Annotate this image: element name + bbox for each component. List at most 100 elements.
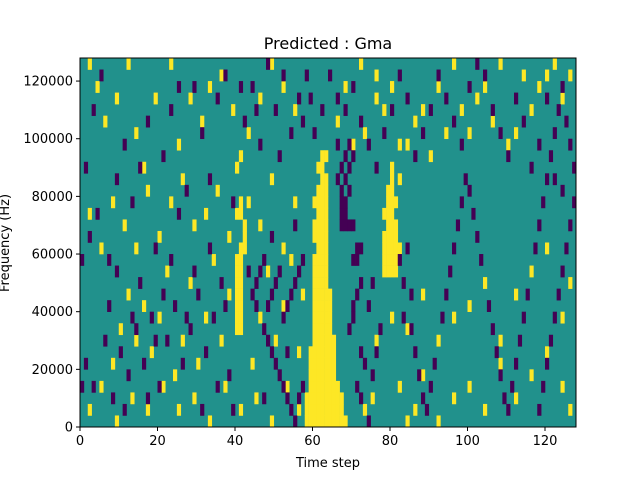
x-tick-label: 20 — [149, 434, 166, 449]
heatmap-cell-low — [269, 346, 275, 359]
heatmap-cell-high — [362, 403, 368, 416]
heatmap-cell-low — [475, 230, 480, 243]
heatmap-cell-high — [254, 392, 259, 405]
heatmap-cell-high — [328, 323, 333, 336]
heatmap-cell-high — [235, 265, 240, 278]
heatmap-cell-high — [328, 357, 333, 370]
heatmap-cell-high — [316, 230, 321, 243]
heatmap-cell-high — [258, 219, 263, 232]
heatmap-cell-high — [351, 138, 356, 151]
heatmap-cell-high — [382, 242, 387, 255]
heatmap-cell-high — [521, 69, 526, 82]
heatmap-cell-high — [250, 357, 255, 370]
heatmap-cell-high — [397, 242, 402, 255]
heatmap-cell-high — [498, 334, 503, 347]
heatmap-cell-high — [118, 323, 123, 336]
heatmap-cell-high — [452, 311, 457, 324]
y-axis-label: Frequency (Hz) — [0, 194, 13, 292]
heatmap-cell-low — [521, 311, 526, 324]
heatmap-cell-low — [552, 311, 557, 324]
heatmap-cell-high — [320, 300, 325, 312]
heatmap-cell-high — [161, 380, 166, 393]
y-tick-label: 100000 — [23, 132, 73, 147]
heatmap-cell-low — [227, 369, 232, 382]
plot-area — [79, 57, 577, 428]
heatmap-cell-low — [91, 380, 96, 393]
heatmap-cell-high — [320, 346, 325, 359]
heatmap-cell-low — [215, 92, 220, 105]
heatmap-cell-high — [246, 196, 251, 209]
heatmap-cell-low — [347, 161, 352, 174]
heatmap-cell-low — [374, 346, 379, 359]
heatmap-cell-high — [324, 403, 329, 416]
heatmap-cell-low — [494, 346, 499, 359]
heatmap-cell-high — [498, 357, 503, 370]
heatmap-cell-low — [378, 323, 383, 336]
heatmap-cell-high — [328, 392, 333, 405]
heatmap-cell-low — [351, 150, 356, 163]
heatmap-cell-low — [556, 104, 561, 116]
y-tick-label: 20000 — [32, 363, 73, 378]
heatmap-cell-high — [316, 415, 321, 428]
heatmap-cell-high — [312, 369, 317, 382]
heatmap-cell-low — [459, 196, 464, 209]
heatmap-cell-low — [452, 115, 457, 128]
heatmap-cell-high — [320, 184, 325, 197]
heatmap-cell-high — [537, 81, 542, 93]
heatmap-cell-low — [370, 277, 375, 289]
heatmap-cell-high — [312, 300, 317, 312]
heatmap-cell-high — [475, 92, 480, 105]
heatmap-cell-low — [107, 254, 112, 266]
heatmap-cell-low — [552, 173, 557, 186]
heatmap-cell-high — [328, 415, 333, 428]
heatmap-cell-low — [153, 242, 158, 255]
heatmap-cell-low — [165, 334, 170, 347]
heatmap-cell-high — [304, 392, 309, 405]
heatmap-cell-high — [320, 311, 325, 324]
heatmap-cell-high — [393, 230, 399, 243]
heatmap-cell-low — [285, 392, 290, 405]
heatmap-cell-high — [331, 334, 337, 347]
heatmap-cell-high — [390, 242, 395, 255]
heatmap-cell-high — [324, 415, 329, 428]
heatmap-cell-high — [231, 104, 236, 116]
heatmap-cell-high — [200, 115, 205, 128]
plot-frame — [79, 57, 577, 428]
heatmap-cell-high — [114, 415, 120, 428]
heatmap-cell-high — [223, 380, 228, 393]
heatmap-cell-high — [316, 369, 321, 382]
heatmap-cell-low — [277, 265, 282, 278]
heatmap-cell-low — [560, 81, 565, 93]
heatmap-cell-high — [320, 380, 325, 393]
heatmap-cell-high — [157, 311, 162, 324]
heatmap-cell-low — [320, 104, 325, 116]
heatmap-cell-high — [320, 369, 325, 382]
heatmap-cell-high — [316, 219, 321, 232]
heatmap-cell-low — [339, 219, 344, 232]
heatmap-cell-high — [386, 230, 391, 243]
heatmap-cell-low — [145, 115, 151, 128]
heatmap-cell-high — [514, 392, 519, 405]
heatmap-cell-low — [161, 150, 166, 163]
heatmap-cell-high — [490, 115, 495, 128]
heatmap-cell-high — [235, 300, 240, 312]
heatmap-cell-high — [328, 380, 333, 393]
heatmap-cell-low — [173, 300, 178, 312]
heatmap-cell-high — [324, 196, 329, 209]
heatmap-cell-low — [300, 254, 306, 266]
heatmap-cell-high — [173, 369, 178, 382]
heatmap-cell-low — [409, 323, 414, 336]
heatmap-cell-low — [374, 161, 379, 174]
heatmap-cell-high — [312, 265, 317, 278]
heatmap-cell-low — [134, 323, 139, 336]
heatmap-cell-low — [297, 392, 302, 405]
heatmap-cell-low — [149, 311, 154, 324]
heatmap-cell-high — [545, 242, 550, 255]
heatmap-cell-high — [331, 369, 337, 382]
heatmap-cell-high — [308, 403, 313, 416]
heatmap-cell-high — [312, 334, 317, 347]
heatmap-cell-high — [382, 265, 387, 278]
y-tick-label: 60000 — [32, 248, 73, 263]
heatmap-cell-low — [122, 138, 127, 151]
heatmap-cell-low — [87, 230, 92, 243]
